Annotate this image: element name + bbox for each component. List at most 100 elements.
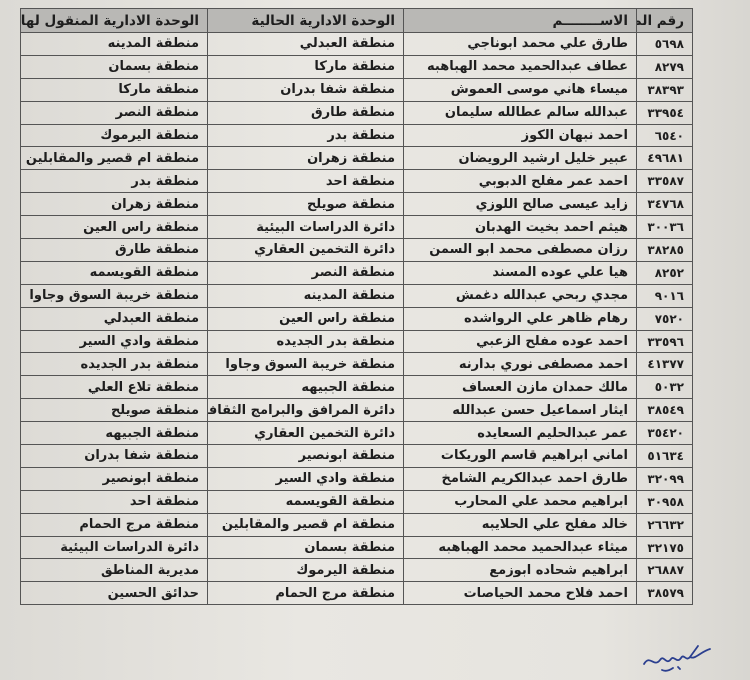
transfer-list-document: رقم الملف الاســــــــم الوحدة الادارية … (20, 8, 693, 606)
table-row: ٨٢٧٩ عطاف عبدالحميد محمد الهباهبه منطقة ما… (20, 54, 693, 79)
table-row: ٣٨٣٩٣ ميساء هاني موسى العموش منطقة شفا بدر… (20, 77, 693, 102)
table-row: ٣٢١٧٥ ميثاء عبدالحميد محمد الهباهبه منطقة … (20, 535, 693, 560)
cell-new-unit: منطقة شفا بدران (20, 444, 208, 468)
cell-current-unit: منطقة بسمان (207, 535, 404, 560)
cell-file-number: ٣٨٣٩٣ (636, 77, 693, 102)
cell-current-unit: منطقة القويسمه (207, 489, 404, 514)
table-row: ٣٣٥٨٧ احمد عمر مفلح الدبوبي منطقة احد منطقة… (20, 169, 693, 194)
table-row: ٣٣٥٩٦ احمد عوده مفلح الزعبي منطقة بدر الجد… (20, 329, 693, 354)
cell-file-number: ٨٢٥٢ (636, 260, 693, 285)
cell-employee-name: ميثاء عبدالحميد محمد الهباهبه (403, 535, 637, 560)
cell-new-unit: منطقة بسمان (20, 54, 208, 79)
cell-new-unit: منطقة القويسمه (20, 260, 208, 285)
cell-employee-name: ايثار اسماعيل حسن عبدالله (403, 398, 637, 423)
cell-new-unit: منطقة العبدلي (20, 306, 208, 331)
cell-file-number: ٤١٣٧٧ (636, 352, 693, 377)
cell-current-unit: منطقة المدينه (207, 283, 404, 308)
cell-file-number: ٣٥٤٢٠ (636, 421, 693, 446)
cell-new-unit: منطقة بدر الجديده (20, 352, 208, 377)
cell-new-unit: منطقة النصر (20, 100, 208, 125)
cell-file-number: ٣٠٠٣٦ (636, 215, 693, 240)
cell-file-number: ٨٢٧٩ (636, 54, 693, 79)
cell-file-number: ٣٨٥٤٩ (636, 398, 693, 423)
cell-file-number: ٣٣٩٥٤ (636, 100, 693, 125)
cell-employee-name: رهام ظاهر علي الرواشده (403, 306, 637, 331)
cell-employee-name: ابراهيم شحاده ابوزمع (403, 558, 637, 583)
cell-current-unit: منطقة ابونصير (207, 444, 404, 468)
cell-employee-name: هيا علي عوده المسند (403, 260, 637, 285)
cell-new-unit: منطقة الجبيهه (20, 421, 208, 446)
cell-employee-name: عمر عبدالحليم السعايده (403, 421, 637, 446)
header-name: الاســــــــم (403, 8, 637, 33)
cell-employee-name: هيثم احمد بخيت الهدبان (403, 215, 637, 240)
cell-current-unit: دائرة المرافق والبرامج الثقافية (207, 398, 404, 423)
transfer-table: رقم الملف الاســــــــم الوحدة الادارية … (20, 8, 693, 606)
cell-file-number: ٣٢١٧٥ (636, 535, 693, 560)
table-row: ٣٠٩٥٨ ابراهيم محمد علي المحارب منطقة القوي… (20, 489, 693, 514)
cell-employee-name: خالد مفلح علي الحلايبه (403, 512, 637, 537)
cell-file-number: ٥٠٣٢ (636, 375, 693, 400)
cell-employee-name: احمد مصطفى نوري بدارنه (403, 352, 637, 377)
cell-file-number: ٣٣٥٩٦ (636, 329, 693, 354)
table-row: ٥٠٣٢ مالك حمدان مازن العساف منطقة الجبيهه م… (20, 375, 693, 400)
cell-new-unit: منطقة بدر (20, 169, 208, 194)
table-row: ٦٥٤٠ احمد نبهان الكوز منطقة بدر منطقة اليرم… (20, 123, 693, 148)
cell-employee-name: رزان مصطفى محمد ابو السمن (403, 238, 637, 262)
cell-current-unit: منطقة احد (207, 169, 404, 194)
cell-current-unit: منطقة راس العين (207, 306, 404, 331)
cell-employee-name: ابراهيم محمد علي المحارب (403, 489, 637, 514)
cell-new-unit: منطقة صويلح (20, 398, 208, 423)
cell-current-unit: منطقة وادي السير (207, 466, 404, 491)
cell-new-unit: منطقة تلاع العلي (20, 375, 208, 400)
cell-new-unit: منطقة راس العين (20, 215, 208, 240)
cell-file-number: ٣٨٢٨٥ (636, 238, 693, 262)
table-row: ٥١٦٣٤ اماني ابراهيم قاسم الوريكات منطقة اب… (20, 444, 693, 468)
cell-current-unit: منطقة بدر الجديده (207, 329, 404, 354)
cell-file-number: ٩٠١٦ (636, 283, 693, 308)
cell-current-unit: منطقة العبدلي (207, 32, 404, 56)
cell-current-unit: منطقة خريبة السوق وجاوا (207, 352, 404, 377)
cell-new-unit: منطقة اليرموك (20, 123, 208, 148)
table-row: ٣٠٠٣٦ هيثم احمد بخيت الهدبان دائرة الدراسا… (20, 215, 693, 240)
table-row: ٣٨٥٤٩ ايثار اسماعيل حسن عبدالله دائرة المر… (20, 398, 693, 423)
cell-new-unit: منطقة طارق (20, 238, 208, 262)
cell-employee-name: طارق احمد عبدالكريم الشامخ (403, 466, 637, 491)
cell-employee-name: احمد عمر مفلح الدبوبي (403, 169, 637, 194)
cell-file-number: ٧٥٢٠ (636, 306, 693, 331)
cell-current-unit: منطقة شفا بدران (207, 77, 404, 102)
header-file-number: رقم الملف (636, 8, 693, 33)
cell-new-unit: منطقة وادي السير (20, 329, 208, 354)
cell-employee-name: طارق علي محمد ابوناجي (403, 32, 637, 56)
table-row: ٣٤٧٦٨ زايد عيسى صالح اللوزي منطقة صويلح منط… (20, 192, 693, 217)
cell-current-unit: دائرة التخمين العقاري (207, 421, 404, 446)
table-row: ٣٣٩٥٤ عبدالله سالم عطالله سليمان منطقة طار… (20, 100, 693, 125)
cell-current-unit: منطقة زهران (207, 146, 404, 171)
cell-new-unit: منطقة مرج الحمام (20, 512, 208, 537)
table-row: ٢٦٨٨٧ ابراهيم شحاده ابوزمع منطقة اليرموك مد… (20, 558, 693, 583)
table-row: ٤١٣٧٧ احمد مصطفى نوري بدارنه منطقة خريبة ا… (20, 352, 693, 377)
cell-file-number: ٢٦٨٨٧ (636, 558, 693, 583)
cell-file-number: ٣٢٠٩٩ (636, 466, 693, 491)
cell-employee-name: عبدالله سالم عطالله سليمان (403, 100, 637, 125)
cell-file-number: ٥٦٩٨ (636, 32, 693, 56)
cell-current-unit: منطقة صويلح (207, 192, 404, 217)
cell-new-unit: منطقة المدينه (20, 32, 208, 56)
cell-current-unit: منطقة الجبيهه (207, 375, 404, 400)
cell-current-unit: دائرة الدراسات البيئية (207, 215, 404, 240)
table-row: ٣٨٥٧٩ احمد فلاح محمد الحياصات منطقة مرج ال… (20, 581, 693, 606)
table-row: ٣٥٤٢٠ عمر عبدالحليم السعايده دائرة التخمين… (20, 421, 693, 446)
cell-employee-name: احمد فلاح محمد الحياصات (403, 581, 637, 606)
cell-file-number: ٣٠٩٥٨ (636, 489, 693, 514)
cell-file-number: ٤٩٦٨١ (636, 146, 693, 171)
cell-current-unit: دائرة التخمين العقاري (207, 238, 404, 262)
cell-current-unit: منطقة اليرموك (207, 558, 404, 583)
cell-current-unit: منطقة مرج الحمام (207, 581, 404, 606)
header-current-unit: الوحدة الادارية الحالية (207, 8, 404, 33)
cell-file-number: ٢٦٦٣٢ (636, 512, 693, 537)
cell-current-unit: منطقة ام قصير والمقابلين (207, 512, 404, 537)
cell-employee-name: ميساء هاني موسى العموش (403, 77, 637, 102)
cell-new-unit: منطقة ابونصير (20, 466, 208, 491)
cell-employee-name: مالك حمدان مازن العساف (403, 375, 637, 400)
cell-employee-name: عطاف عبدالحميد محمد الهباهبه (403, 54, 637, 79)
table-row: ٤٩٦٨١ عبير خليل ارشيد الرويضان منطقة زهران… (20, 146, 693, 171)
